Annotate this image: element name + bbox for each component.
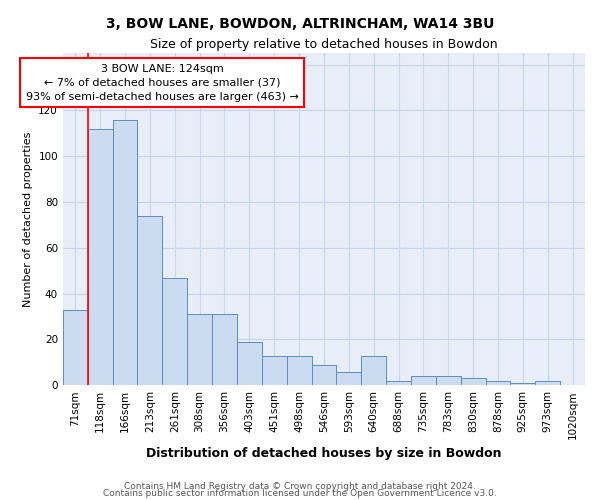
Text: 3, BOW LANE, BOWDON, ALTRINCHAM, WA14 3BU: 3, BOW LANE, BOWDON, ALTRINCHAM, WA14 3B… <box>106 18 494 32</box>
Text: Contains public sector information licensed under the Open Government Licence v3: Contains public sector information licen… <box>103 489 497 498</box>
Bar <box>461 378 485 386</box>
Y-axis label: Number of detached properties: Number of detached properties <box>23 132 32 307</box>
Bar <box>436 376 461 386</box>
Bar <box>237 342 262 386</box>
Bar <box>187 314 212 386</box>
Bar <box>163 278 187 386</box>
Bar <box>88 128 113 386</box>
Bar <box>113 120 137 386</box>
Bar <box>361 356 386 386</box>
Bar <box>262 356 287 386</box>
Bar <box>511 383 535 386</box>
Text: Contains HM Land Registry data © Crown copyright and database right 2024.: Contains HM Land Registry data © Crown c… <box>124 482 476 491</box>
X-axis label: Distribution of detached houses by size in Bowdon: Distribution of detached houses by size … <box>146 447 502 460</box>
Text: 3 BOW LANE: 124sqm
← 7% of detached houses are smaller (37)
93% of semi-detached: 3 BOW LANE: 124sqm ← 7% of detached hous… <box>26 64 299 102</box>
Title: Size of property relative to detached houses in Bowdon: Size of property relative to detached ho… <box>150 38 498 51</box>
Bar <box>386 380 411 386</box>
Bar <box>485 380 511 386</box>
Bar <box>137 216 163 386</box>
Bar <box>411 376 436 386</box>
Bar <box>212 314 237 386</box>
Bar <box>63 310 88 386</box>
Bar <box>337 372 361 386</box>
Bar <box>287 356 311 386</box>
Bar <box>535 380 560 386</box>
Bar <box>311 364 337 386</box>
